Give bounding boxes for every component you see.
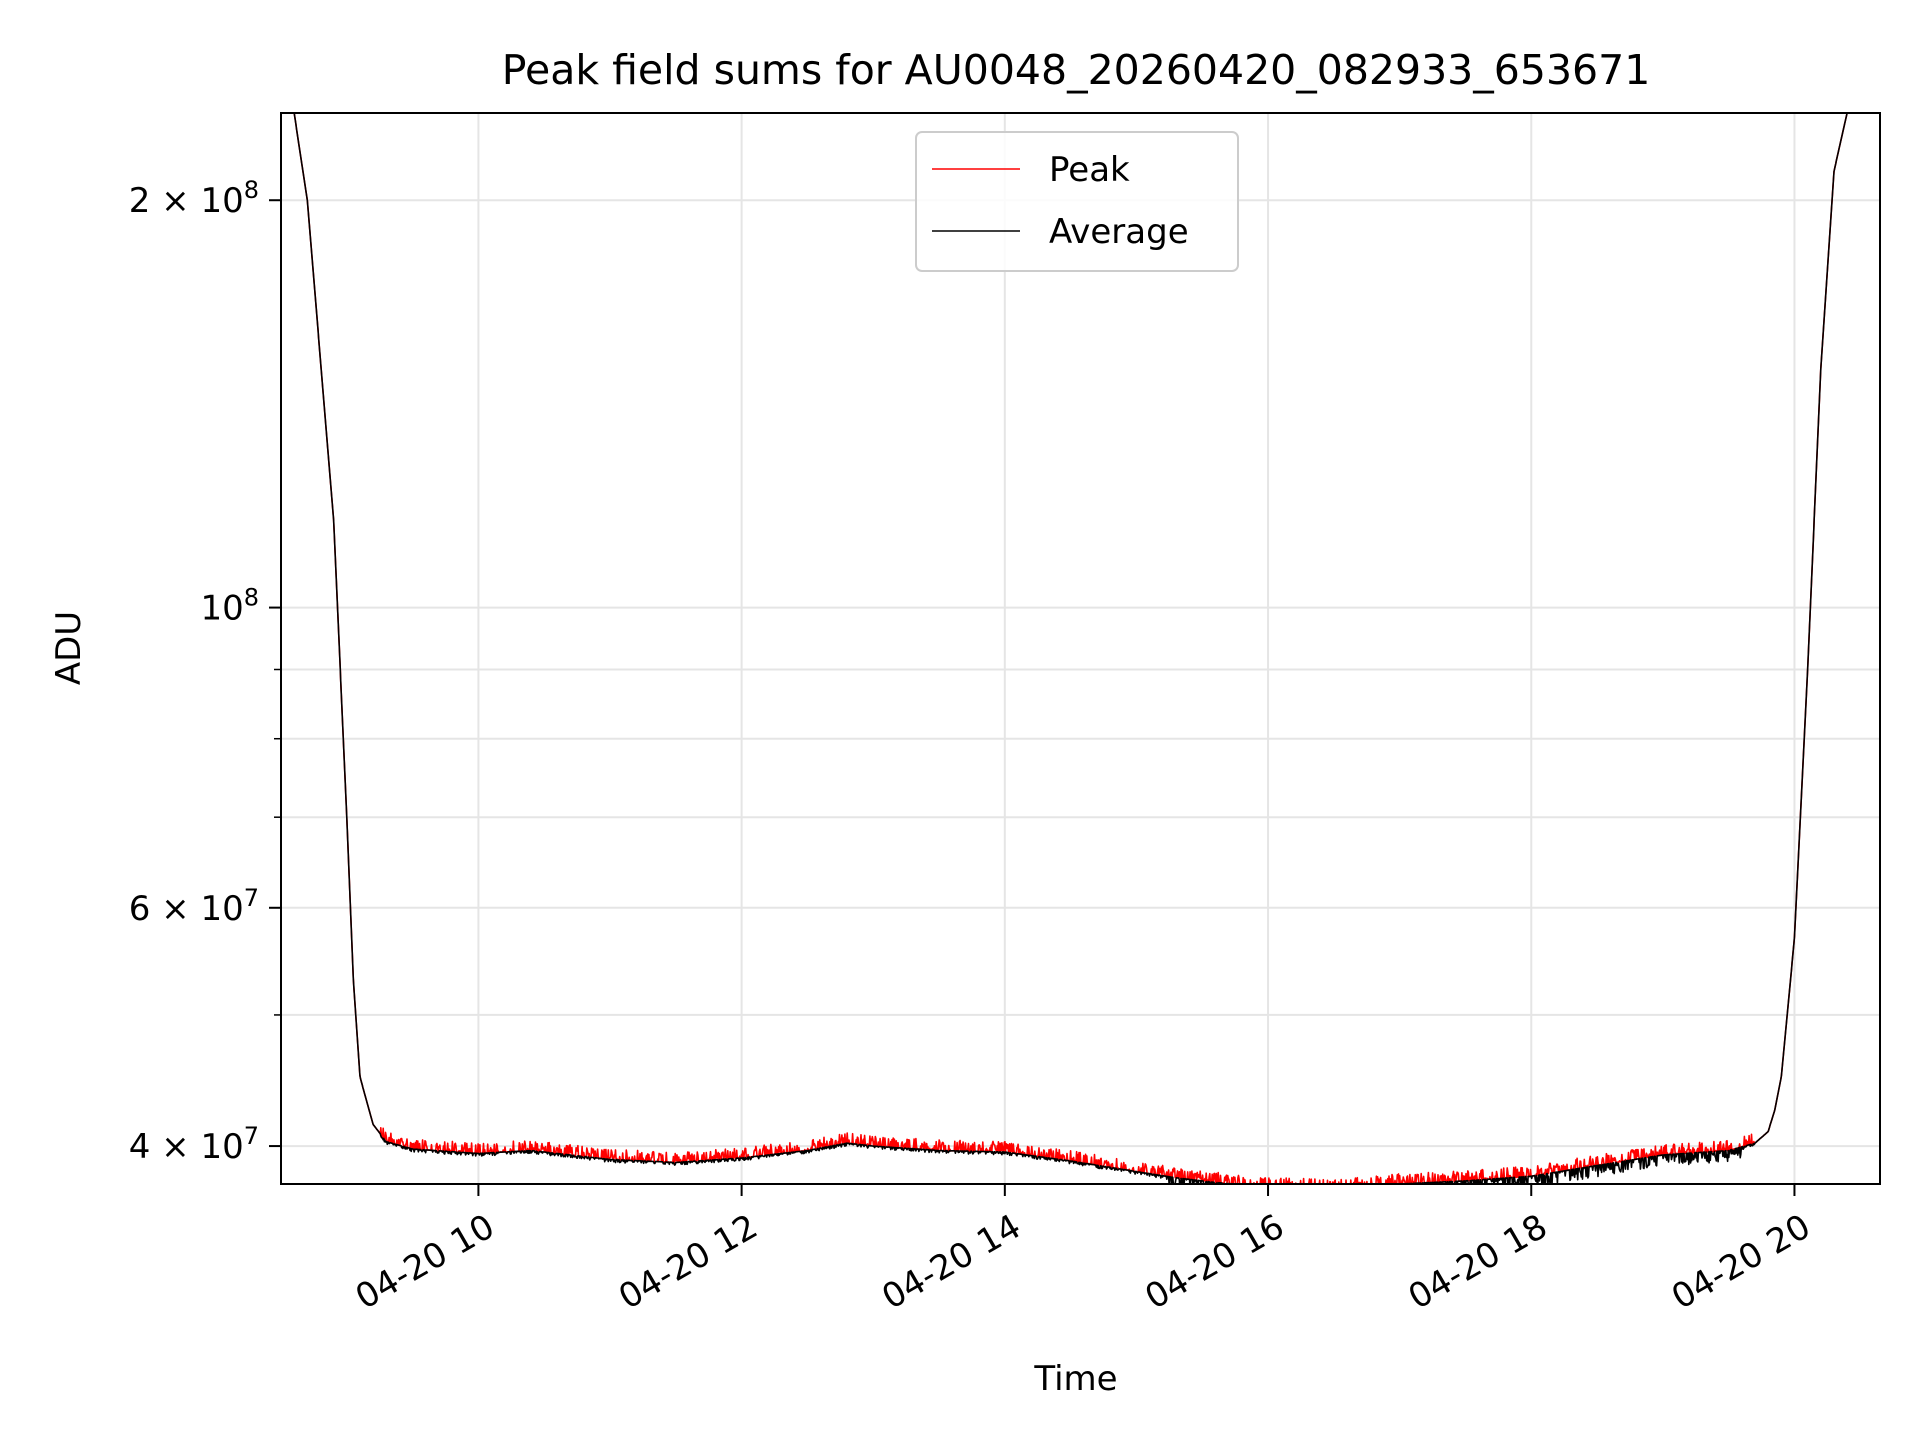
- plot-frame: [280, 112, 1881, 1185]
- chart-title: Peak field sums for AU0048_20260420_0829…: [502, 46, 1651, 94]
- legend-label-average: Average: [1049, 212, 1189, 252]
- y-tick-label: 108: [200, 584, 259, 629]
- legend-box: [915, 131, 1239, 272]
- y-tick-label: 6 × 107: [129, 884, 259, 929]
- y-tick-label: 4 × 107: [129, 1122, 259, 1167]
- series-layer: [293, 113, 1848, 1184]
- y-tick-label: 2 × 108: [129, 176, 259, 221]
- y-axis-label: ADU: [49, 611, 89, 685]
- x-axis-label: Time: [1033, 1359, 1117, 1399]
- legend: Peak Average: [915, 131, 1239, 272]
- series-line-average: [293, 113, 1848, 1184]
- legend-label-peak: Peak: [1049, 150, 1130, 190]
